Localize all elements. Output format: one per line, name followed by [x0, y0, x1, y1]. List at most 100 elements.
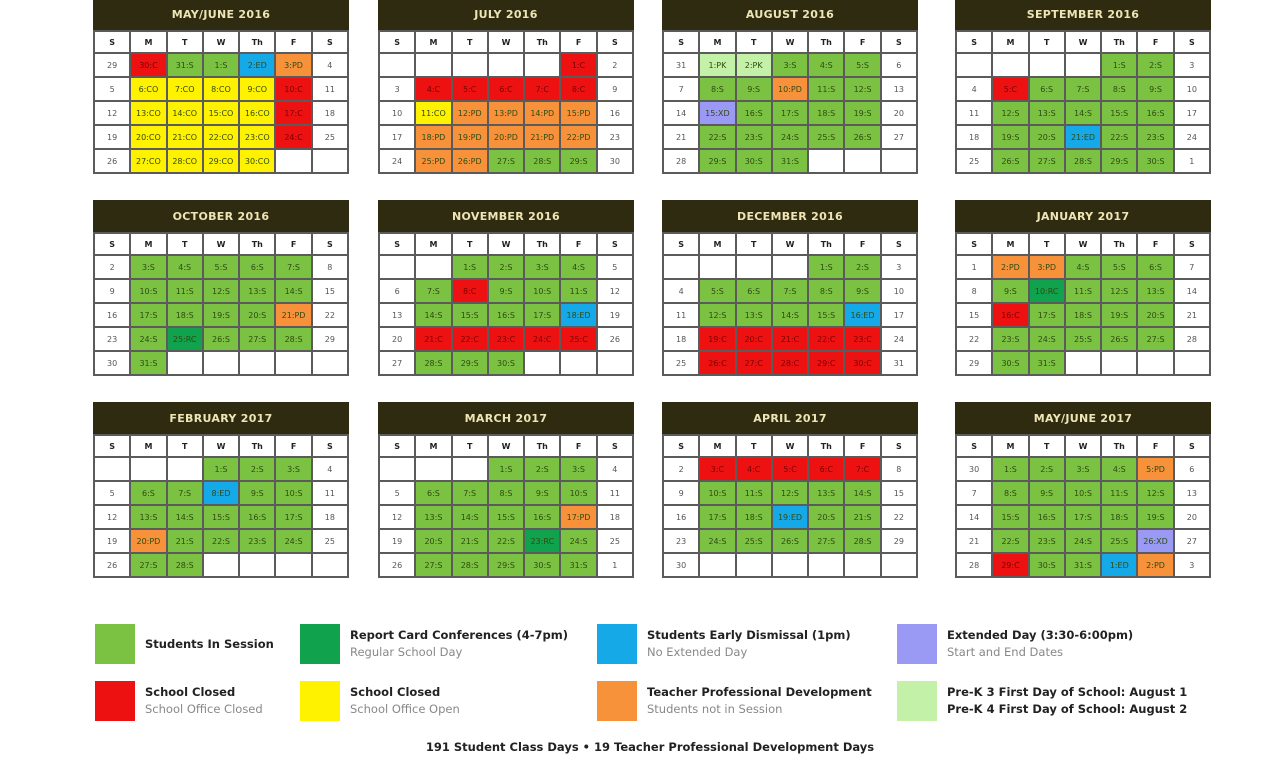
empty-cell	[698, 552, 737, 578]
day-cell: 6:S	[734, 278, 773, 304]
empty-cell	[450, 52, 489, 78]
week-row: 5 6:S 7:S 8:S 9:S 10:S 11	[377, 480, 635, 506]
day-cell: 1:S	[450, 254, 489, 280]
day-cell: 3:C	[698, 456, 737, 482]
weekday-label: T	[165, 434, 204, 458]
week-row: 1:C 2	[377, 52, 635, 78]
day-cell: 16	[661, 504, 701, 530]
day-cell: 12:S	[843, 76, 882, 102]
day-cell: 7:S	[770, 278, 810, 304]
month-title: OCTOBER 2016	[93, 200, 349, 232]
day-cell: 4:S	[1063, 254, 1103, 280]
day-cell: 6:S	[238, 254, 277, 280]
week-row: 2 3:S 4:S 5:S 6:S 7:S 8	[92, 254, 350, 280]
week-row: 1:S 2:S 3:S 4	[92, 456, 350, 482]
week-row: 1:S 2:S 3	[954, 52, 1212, 78]
weekday-label: S	[879, 232, 919, 256]
day-cell: 19:S	[1100, 302, 1139, 328]
weekday-label: S	[595, 232, 635, 256]
day-cell: 25:S	[1100, 528, 1139, 554]
day-cell: 4:C	[414, 76, 453, 102]
legend-title: Students In Session	[145, 636, 274, 651]
day-cell: 18:S	[1063, 302, 1103, 328]
week-row: 8 9:S 10:RC 11:S 12:S 13:S 14	[954, 278, 1212, 304]
day-cell: 25	[595, 528, 635, 554]
week-row: 14 15:S 16:S 17:S 18:S 19:S 20	[954, 504, 1212, 530]
day-cell: 28:C	[770, 350, 810, 376]
day-cell: 28:S	[1063, 148, 1103, 174]
day-cell: 4:S	[559, 254, 598, 280]
day-cell: 9:S	[523, 480, 562, 506]
day-cell: 11:S	[559, 278, 598, 304]
day-cell: 25	[310, 124, 350, 150]
empty-cell	[991, 52, 1030, 78]
day-cell: 13:S	[238, 278, 277, 304]
week-row: 6 7:S 8:C 9:S 10:S 11:S 12	[377, 278, 635, 304]
week-row: 26 27:S 28:S 29:S 30:S 31:S 1	[377, 552, 635, 578]
empty-cell	[843, 552, 882, 578]
legend-title: Students Early Dismissal (1pm)	[647, 628, 851, 642]
day-cell: 17	[377, 124, 417, 150]
day-cell: 4	[595, 456, 635, 482]
weekday-label: Th	[523, 232, 562, 256]
day-cell: 31	[879, 350, 919, 376]
legend-subtitle: School Office Open	[350, 702, 460, 716]
day-cell: 11:CO	[414, 100, 453, 126]
day-cell: 18:PD	[414, 124, 453, 150]
empty-cell	[1063, 350, 1103, 376]
day-cell: 23:S	[734, 124, 773, 150]
weekday-label: S	[954, 30, 994, 54]
empty-cell	[92, 456, 132, 482]
weekday-label: S	[1172, 232, 1212, 256]
week-row: 26 27:CO 28:CO 29:CO 30:CO	[92, 148, 350, 174]
weekday-label: T	[450, 434, 489, 458]
empty-cell	[486, 52, 526, 78]
legend-swatch	[300, 681, 340, 721]
day-cell: 5:S	[201, 254, 241, 280]
empty-cell	[274, 148, 313, 174]
day-cell: 2	[661, 456, 701, 482]
week-row: 24 25:PD 26:PD 27:S 28:S 29:S 30	[377, 148, 635, 174]
day-cell: 20:S	[414, 528, 453, 554]
day-cell: 12	[377, 504, 417, 530]
day-cell: 1:S	[807, 254, 846, 280]
day-cell: 14	[1172, 278, 1212, 304]
day-cell: 10:C	[274, 76, 313, 102]
week-row: 9 10:S 11:S 12:S 13:S 14:S 15	[92, 278, 350, 304]
day-cell: 29:CO	[201, 148, 241, 174]
day-cell: 12:S	[1136, 480, 1175, 506]
day-cell: 5	[92, 76, 132, 102]
day-cell: 4:S	[807, 52, 846, 78]
day-cell: 6:S	[129, 480, 168, 506]
day-cell: 24:S	[770, 124, 810, 150]
legend-title: Report Card Conferences (4-7pm)	[350, 628, 569, 642]
day-cell: 17:S	[1027, 302, 1066, 328]
empty-cell	[274, 552, 313, 578]
day-cell: 24:S	[698, 528, 737, 554]
day-cell: 10	[377, 100, 417, 126]
empty-cell	[879, 148, 919, 174]
day-cell: 3	[377, 76, 417, 102]
day-cell: 23:S	[991, 326, 1030, 352]
day-cell: 2:S	[843, 254, 882, 280]
day-cell: 12:S	[770, 480, 810, 506]
day-cell: 8:S	[1100, 76, 1139, 102]
day-cell: 28:S	[450, 552, 489, 578]
day-cell: 12:S	[201, 278, 241, 304]
day-cell: 7:S	[274, 254, 313, 280]
day-cell: 22:S	[1100, 124, 1139, 150]
week-row: 17 18:PD 19:PD 20:PD 21:PD 22:PD 23	[377, 124, 635, 150]
legend-swatch	[897, 681, 937, 721]
day-cell: 29:S	[450, 350, 489, 376]
day-cell: 3:S	[559, 456, 598, 482]
legend-title: Teacher Professional Development	[647, 685, 872, 699]
day-cell: 14:S	[770, 302, 810, 328]
day-cell: 19:S	[1136, 504, 1175, 530]
day-cell: 21:ED	[1063, 124, 1103, 150]
day-cell: 19:S	[991, 124, 1030, 150]
weekday-label: T	[165, 30, 204, 54]
weekday-header-row: S M T W Th F S	[954, 30, 1212, 54]
month-title: NOVEMBER 2016	[378, 200, 634, 232]
day-cell: 2:PD	[1136, 552, 1175, 578]
day-cell: 27:S	[1136, 326, 1175, 352]
